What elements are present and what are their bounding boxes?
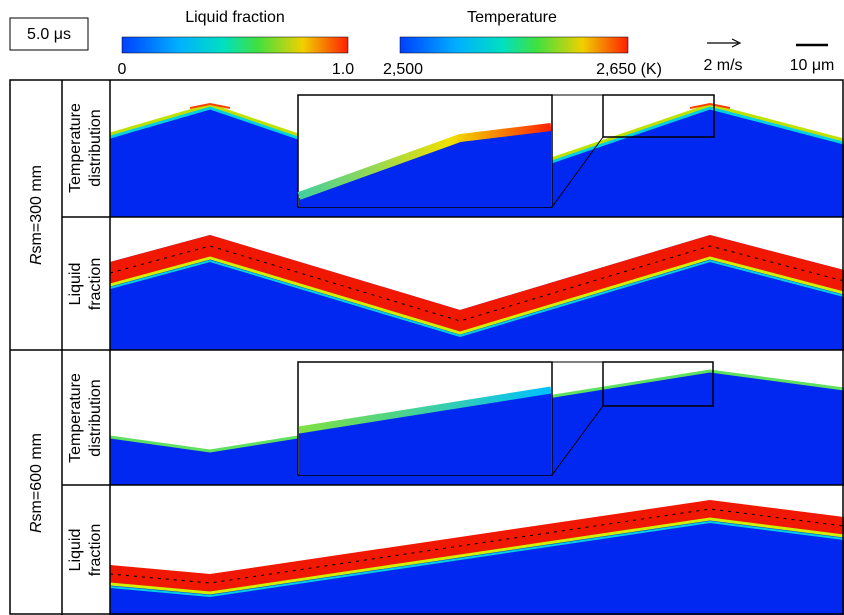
- panel-label: Temperature: [67, 103, 84, 193]
- panel: [110, 361, 844, 485]
- velocity-scale: 2 m/s: [703, 57, 742, 74]
- panel-label: fraction: [87, 258, 104, 310]
- group-label-text: sm=600 mm: [28, 433, 45, 521]
- group-label: Rsm=300 mm: [28, 165, 45, 265]
- colorbar-max: 1.0: [332, 61, 354, 78]
- colorbar-title: Liquid fraction: [185, 9, 285, 26]
- time-box: [9, 17, 89, 51]
- colorbar: [399, 36, 629, 54]
- panel-label: distribution: [87, 379, 104, 456]
- panel-label: fraction: [87, 524, 104, 576]
- colorbar-min: 0: [118, 61, 127, 78]
- panel-label: Liquid: [67, 529, 84, 572]
- panel-label: Temperature: [67, 373, 84, 463]
- group-label-text: sm=300 mm: [28, 165, 45, 253]
- frame: [9, 79, 844, 615]
- colorbar-title: Temperature: [467, 9, 557, 26]
- colorbar-min: 2,500: [383, 61, 423, 78]
- panel: [110, 94, 844, 217]
- colorbar: [121, 36, 349, 54]
- panel: [110, 235, 844, 350]
- time-label: 5.0 μs: [27, 26, 71, 43]
- length-scale: 10 μm: [790, 57, 835, 74]
- colorbar-max: 2,650 (K): [596, 61, 662, 78]
- group-label-italic: R: [28, 521, 45, 533]
- panel-label: distribution: [87, 109, 104, 186]
- panel-label: Liquid: [67, 263, 84, 306]
- velocity-arrow: [707, 38, 742, 48]
- group-label-italic: R: [28, 253, 45, 265]
- group-label: Rsm=600 mm: [28, 433, 45, 533]
- panel: [110, 500, 844, 615]
